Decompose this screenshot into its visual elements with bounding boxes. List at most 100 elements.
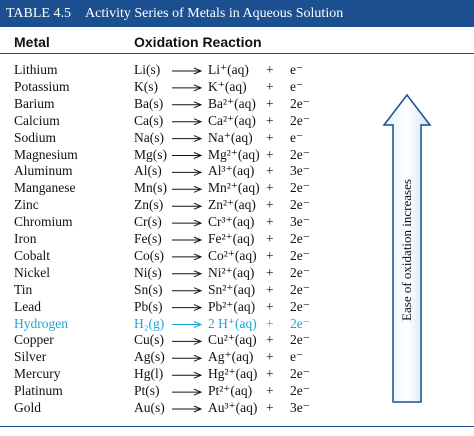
metal: Aluminum	[14, 163, 73, 179]
plus-sign: +	[266, 197, 274, 213]
product: Al³⁺(aq)	[208, 163, 255, 179]
metal: Sodium	[14, 129, 57, 145]
reaction-arrow	[172, 287, 203, 295]
reactant: H₂(g)	[134, 315, 165, 331]
electrons: 3e⁻	[290, 214, 310, 230]
reaction-arrow	[172, 135, 203, 143]
header-rule	[0, 53, 474, 54]
product: K⁺(aq)	[208, 78, 247, 94]
metal: Potassium	[14, 78, 70, 94]
table-number: TABLE 4.5	[6, 6, 71, 21]
reaction-arrow	[172, 219, 203, 227]
reactant: Li(s)	[134, 62, 161, 77]
electrons: 3e⁻	[290, 400, 310, 415]
reaction-arrow	[172, 253, 203, 261]
product: Co²⁺(aq)	[208, 247, 257, 263]
product: Cr³⁺(aq)	[208, 214, 255, 230]
product: Li⁺(aq)	[208, 62, 249, 77]
plus-sign: +	[266, 400, 274, 415]
plus-sign: +	[266, 315, 274, 331]
reactant: Fe(s)	[134, 231, 162, 246]
plus-sign: +	[266, 129, 274, 145]
reaction-arrow	[172, 321, 203, 328]
metal: Hydrogen	[14, 315, 68, 331]
side-arrow-label: Ease of oxidation increases	[399, 179, 414, 321]
electrons: e⁻	[290, 129, 304, 145]
electrons: e⁻	[290, 78, 304, 94]
plus-sign: +	[266, 264, 274, 280]
plus-sign: +	[266, 62, 274, 77]
reactant: Mg(s)	[134, 146, 167, 162]
reactant: Cu(s)	[134, 332, 164, 348]
electrons: 2e⁻	[290, 95, 310, 111]
reaction-arrow	[172, 388, 203, 396]
metal: Tin	[14, 281, 33, 297]
metal: Nickel	[14, 264, 50, 280]
table-title: Activity Series of Metals in Aqueous Sol…	[85, 6, 344, 21]
product: Pb²⁺(aq)	[208, 298, 256, 314]
electrons: 2e⁻	[290, 264, 310, 280]
reactant: Ni(s)	[134, 264, 162, 280]
reactant: Au(s)	[134, 400, 165, 415]
product: Cu²⁺(aq)	[208, 332, 257, 348]
reactant: Co(s)	[134, 247, 164, 263]
reaction-arrow	[172, 236, 203, 244]
reaction-arrow	[172, 304, 203, 312]
reactant: Zn(s)	[134, 197, 164, 213]
reaction-arrow	[172, 101, 203, 109]
metal: Cobalt	[14, 247, 50, 263]
reaction-arrow	[172, 67, 203, 75]
plus-sign: +	[266, 146, 274, 162]
plus-sign: +	[266, 95, 274, 111]
plus-sign: +	[266, 247, 274, 263]
plus-sign: +	[266, 366, 274, 382]
metal: Lithium	[14, 62, 58, 77]
reactant: Ag(s)	[134, 349, 165, 365]
metal: Gold	[14, 400, 41, 415]
reactant: Cr(s)	[134, 214, 162, 230]
plus-sign: +	[266, 112, 274, 128]
reactant: Al(s)	[134, 163, 162, 179]
reaction-arrow	[172, 202, 203, 210]
product: Pt²⁺(aq)	[208, 383, 253, 399]
electrons: 2e⁻	[290, 383, 310, 399]
reactant: Pt(s)	[134, 383, 160, 399]
product: Zn²⁺(aq)	[208, 197, 256, 213]
plus-sign: +	[266, 332, 274, 348]
product: Fe²⁺(aq)	[208, 231, 255, 246]
metal: Zinc	[14, 197, 39, 213]
product: Ni²⁺(aq)	[208, 264, 255, 280]
reaction-arrow	[172, 152, 203, 159]
side-arrow	[382, 93, 432, 403]
electrons: 2e⁻	[290, 281, 310, 297]
electrons: 2e⁻	[290, 332, 310, 348]
metal: Barium	[14, 95, 55, 111]
reaction-arrow	[172, 185, 203, 193]
reaction-arrow	[172, 405, 203, 413]
bottom-rule	[0, 426, 474, 427]
product: 2 H⁺(aq)	[208, 315, 257, 331]
reaction-arrow	[172, 371, 203, 379]
plus-sign: +	[266, 383, 274, 399]
product: Hg²⁺(aq)	[208, 366, 258, 382]
reactant: Sn(s)	[134, 281, 163, 297]
electrons: 2e⁻	[290, 180, 310, 196]
metal: Mercury	[14, 366, 61, 382]
plus-sign: +	[266, 163, 274, 179]
electrons: 2e⁻	[290, 197, 310, 213]
product: Sn²⁺(aq)	[208, 281, 256, 297]
metal: Chromium	[14, 214, 73, 230]
reactant: Pb(s)	[134, 298, 163, 314]
metal: Lead	[14, 298, 41, 314]
metal: Manganese	[14, 180, 76, 196]
reactant: Ca(s)	[134, 112, 164, 128]
column-header: Oxidation Reaction	[134, 34, 262, 50]
electrons: 2e⁻	[290, 247, 310, 263]
reaction-arrow	[172, 118, 203, 126]
metal: Calcium	[14, 112, 60, 128]
electrons: 2e⁻	[290, 112, 310, 128]
product: Ca²⁺(aq)	[208, 112, 256, 128]
plus-sign: +	[266, 78, 274, 94]
